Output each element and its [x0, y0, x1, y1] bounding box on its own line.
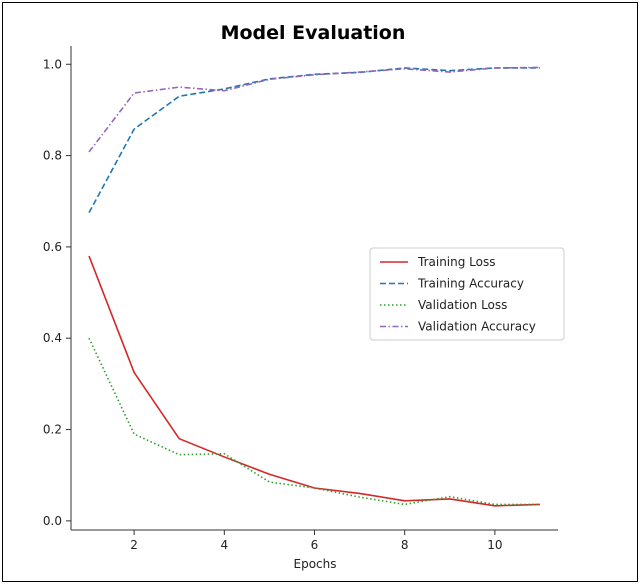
series-line-training-loss: [88, 255, 540, 507]
y-tick-label: 0.8: [43, 149, 62, 163]
chart-title: Model Evaluation: [221, 22, 406, 44]
legend-box: [369, 247, 565, 341]
x-tick-label: 4: [220, 538, 228, 552]
legend-label: Training Accuracy: [417, 277, 524, 291]
legend-label: Validation Accuracy: [418, 320, 536, 334]
x-tick-label: 6: [311, 538, 319, 552]
x-tick-label: 8: [401, 538, 409, 552]
legend-label: Validation Loss: [418, 298, 507, 312]
series-line-validation-loss: [88, 337, 540, 506]
y-tick-label: 0.0: [43, 514, 62, 528]
axes: 0.0 0.2 0.4 0.6 0.8 1.0 2 4 6 8 10: [43, 46, 558, 552]
legend-label: Training Loss: [417, 255, 495, 269]
series-line-validation-accuracy: [88, 66, 540, 153]
y-tick-label: 0.6: [43, 240, 62, 254]
y-tick-label: 0.2: [43, 423, 62, 437]
y-tick-label: 0.4: [43, 331, 62, 345]
x-tick-label: 2: [130, 538, 138, 552]
x-axis-label: Epochs: [294, 557, 337, 571]
x-tick-label: 10: [487, 538, 502, 552]
series-lines: [88, 66, 540, 507]
y-tick-label: 1.0: [43, 57, 62, 71]
legend: Training Loss Training Accuracy Validation…: [369, 247, 565, 341]
